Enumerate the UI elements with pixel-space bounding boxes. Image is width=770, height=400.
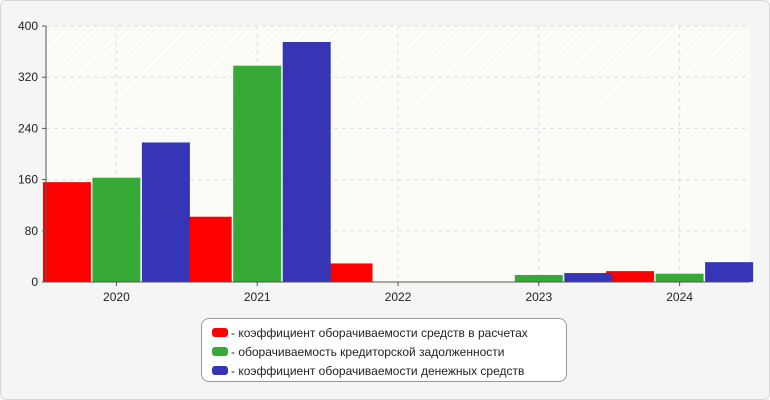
- legend-label-2: - коэффициент оборачиваемости денежных с…: [231, 363, 525, 378]
- bar-s2-2020: [141, 142, 190, 282]
- bar-s2-2021: [282, 42, 331, 282]
- legend-swatch-0: [212, 328, 228, 337]
- x-tick-label-1: 2021: [244, 290, 271, 304]
- bar-s0-2022: [324, 263, 373, 282]
- x-tick-label-2: 2022: [385, 290, 412, 304]
- bar-s2-2024: [705, 262, 754, 282]
- legend-swatch-1: [212, 347, 228, 356]
- legend-swatch-2: [212, 366, 228, 375]
- legend-item-2: - коэффициент оборачиваемости денежных с…: [212, 361, 566, 380]
- x-tick-label-3: 2023: [525, 290, 552, 304]
- bar-s0-2024: [606, 271, 655, 282]
- bar-s0-2021: [183, 216, 232, 282]
- bar-s1-2020: [92, 177, 141, 282]
- y-tick-label-5: 400: [18, 19, 38, 33]
- x-tick-label-0: 2020: [103, 290, 130, 304]
- legend-item-0: - коэффициент оборачиваемости средств в …: [212, 323, 566, 342]
- bar-s1-2023: [514, 274, 563, 282]
- bar-s1-2021: [233, 65, 282, 283]
- bar-s1-2024: [655, 273, 704, 282]
- y-tick-label-1: 80: [25, 224, 39, 238]
- y-tick-label-2: 160: [18, 173, 38, 187]
- x-tick-label-4: 2024: [666, 290, 693, 304]
- chart-legend: - коэффициент оборачиваемости средств в …: [201, 318, 567, 382]
- bar-s0-2020: [42, 182, 91, 282]
- legend-label-0: - коэффициент оборачиваемости средств в …: [231, 325, 528, 340]
- bar-s2-2023: [564, 273, 613, 282]
- y-tick-label-3: 240: [18, 121, 38, 135]
- legend-item-1: - оборачиваемость кредиторской задолженн…: [212, 342, 566, 361]
- y-tick-label-0: 0: [31, 275, 38, 289]
- y-tick-label-4: 320: [18, 70, 38, 84]
- legend-label-1: - оборачиваемость кредиторской задолженн…: [231, 344, 505, 359]
